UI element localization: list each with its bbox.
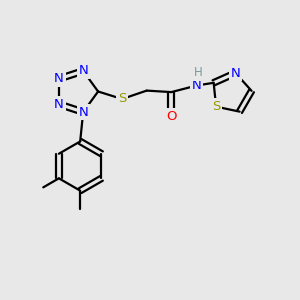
Text: S: S xyxy=(118,92,126,106)
Text: H: H xyxy=(194,66,203,80)
Text: N: N xyxy=(231,67,240,80)
Text: N: N xyxy=(54,98,64,111)
Text: O: O xyxy=(166,110,176,123)
Text: N: N xyxy=(54,72,64,85)
Text: S: S xyxy=(212,100,220,113)
Text: N: N xyxy=(192,79,202,92)
Text: N: N xyxy=(78,64,88,77)
Text: N: N xyxy=(78,106,88,118)
